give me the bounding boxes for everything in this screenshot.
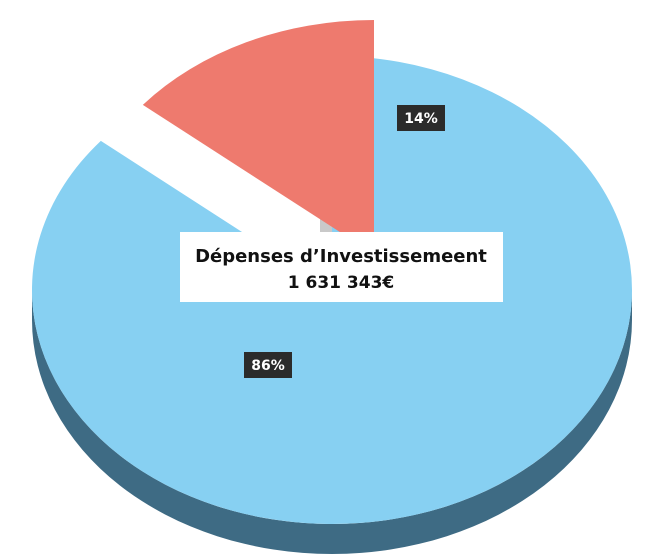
slice-label-bg-1 — [397, 105, 445, 131]
slice-label-1: 14% — [404, 111, 438, 127]
slice-top-1 — [142, 20, 374, 254]
total-amount: 1 631 343€ — [288, 273, 394, 293]
center-label-box: Dépenses d’Investissemeent 1 631 343€ — [180, 232, 503, 302]
center-label-background — [180, 232, 503, 302]
slice-label-0: 86% — [251, 358, 285, 374]
slice-labels: 86% 14% — [244, 105, 445, 378]
slice-label-bg-0 — [244, 352, 292, 378]
chart-title: Dépenses d’Investissemeent — [195, 246, 487, 267]
